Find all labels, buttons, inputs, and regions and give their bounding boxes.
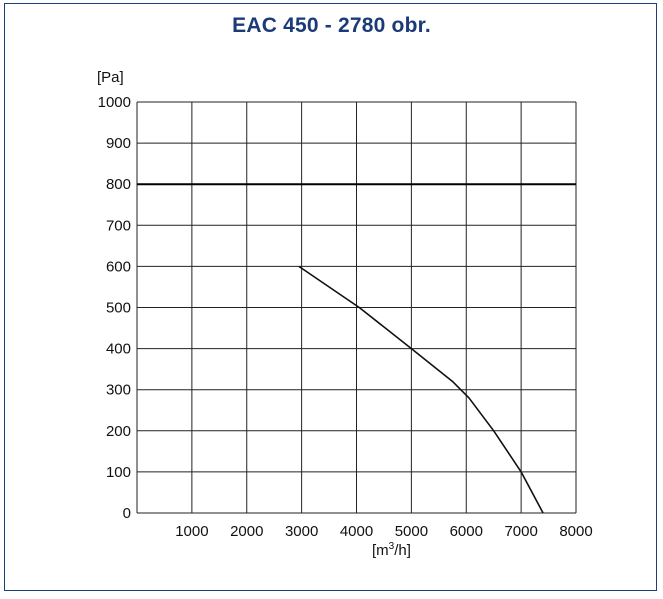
- y-tick-label: 400: [106, 341, 131, 358]
- x-tick-label: 1000: [175, 523, 208, 540]
- y-tick-label: 800: [106, 176, 131, 193]
- x-axis-label-sup: 3: [389, 541, 395, 552]
- x-tick-label: 2000: [230, 523, 263, 540]
- y-tick-label: 1000: [98, 94, 131, 111]
- x-axis-label: [m3/h]: [372, 541, 411, 559]
- chart-frame: [4, 3, 657, 591]
- chart-title: EAC 450 - 2780 obr.: [232, 14, 431, 37]
- y-tick-label: 100: [106, 464, 131, 481]
- x-tick-label: 3000: [285, 523, 318, 540]
- x-tick-label: 7000: [504, 523, 537, 540]
- x-tick-label: 6000: [450, 523, 483, 540]
- grid: [136, 101, 577, 514]
- y-tick-labels: 0 100 200 300 400 500 600 700 800 900 1000: [98, 94, 131, 522]
- series-line: [298, 265, 544, 514]
- x-tick-labels: 1000 2000 3000 4000 5000 6000 7000 8000: [175, 523, 593, 540]
- x-tick-label: 5000: [395, 523, 428, 540]
- x-tick-label: 4000: [340, 523, 373, 540]
- y-tick-label: 600: [106, 258, 131, 275]
- y-axis-label: [Pa]: [97, 69, 124, 86]
- y-tick-label: 500: [106, 300, 131, 317]
- y-tick-label: 700: [106, 217, 131, 234]
- y-tick-label: 0: [123, 505, 131, 522]
- x-axis-label-base: [m: [372, 542, 389, 559]
- y-tick-label: 300: [106, 382, 131, 399]
- y-tick-label: 200: [106, 423, 131, 440]
- y-tick-label: 900: [106, 135, 131, 152]
- x-tick-label: 8000: [559, 523, 592, 540]
- x-axis-label-tail: /h]: [394, 542, 411, 559]
